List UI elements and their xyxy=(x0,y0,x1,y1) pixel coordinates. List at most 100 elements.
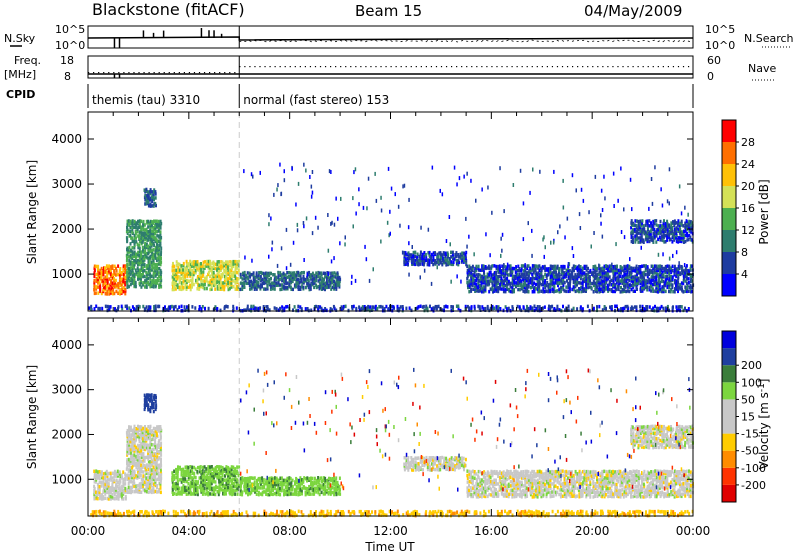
cell-2593 xyxy=(648,268,651,273)
cell-1004 xyxy=(225,279,228,283)
cell-74 xyxy=(106,496,109,501)
cell-99 xyxy=(109,268,112,273)
cell-2143 xyxy=(563,280,566,285)
cell-766 xyxy=(179,478,182,482)
cell-2346 xyxy=(603,287,606,291)
cell-3304 xyxy=(378,305,381,309)
cell-2556 xyxy=(641,279,644,284)
cell-1906 xyxy=(520,287,523,291)
cell-2467 xyxy=(624,283,627,288)
cell-812 xyxy=(189,271,192,275)
cell-1304 xyxy=(300,277,303,281)
nave-dot-74 xyxy=(461,66,463,68)
cell-831 xyxy=(189,469,192,473)
cell-175 xyxy=(124,264,127,268)
cell-2690 xyxy=(666,277,669,281)
power-ylabel: Slant Range [km] xyxy=(25,160,39,264)
cell-1325 xyxy=(307,278,310,283)
cell-2460 xyxy=(623,273,626,277)
nsearch-dot-25 xyxy=(365,40,368,43)
cell-1 xyxy=(93,494,96,499)
cell-2717 xyxy=(671,285,674,290)
cell-3254 xyxy=(315,304,317,309)
cell-2853 xyxy=(636,228,639,232)
cell-85 xyxy=(108,494,111,499)
cell-3257 xyxy=(317,305,320,309)
cell-1863 xyxy=(511,281,514,285)
cell-318 xyxy=(135,461,137,466)
cell-425 xyxy=(141,441,144,446)
cell-2421 xyxy=(616,271,619,275)
cell-3469 xyxy=(609,305,611,309)
cell-3587 xyxy=(571,173,574,178)
cell-174 xyxy=(124,266,126,271)
cell-183 xyxy=(126,270,128,274)
cell-193 xyxy=(126,246,129,250)
cell-635 xyxy=(158,456,161,460)
cell-2977 xyxy=(664,234,667,238)
cell-1897 xyxy=(518,287,521,292)
cell-1879 xyxy=(515,283,518,287)
cell-555 xyxy=(152,477,155,482)
cell-642 xyxy=(157,429,160,433)
cell-3160 xyxy=(168,305,170,309)
cell-3385 xyxy=(486,304,489,309)
cell-2554 xyxy=(641,283,644,287)
cell-2077 xyxy=(551,273,554,277)
cell-2237 xyxy=(582,279,584,284)
cell-1005 xyxy=(225,276,228,281)
cell-1288 xyxy=(297,283,300,287)
cell-25 xyxy=(97,270,100,275)
cell-3294 xyxy=(367,304,370,309)
cell-2856 xyxy=(636,219,639,223)
cell-1660 xyxy=(474,278,477,283)
cell-1856 xyxy=(509,269,512,273)
cell-2528 xyxy=(636,272,638,277)
cell-289 xyxy=(133,236,136,240)
cell-2438 xyxy=(619,279,622,283)
cell-50 xyxy=(102,281,105,285)
cell-3079 xyxy=(688,233,691,238)
cell-3729 xyxy=(552,240,555,245)
cell-310 xyxy=(135,223,137,228)
cell-3224 xyxy=(265,305,268,309)
cell-393 xyxy=(142,248,144,252)
cell-3657 xyxy=(297,181,300,186)
cell-340 xyxy=(139,258,141,262)
cell-3318 xyxy=(392,305,395,309)
cell-3381 xyxy=(482,307,485,311)
cell-3771 xyxy=(468,234,470,239)
cell-742 xyxy=(177,285,179,290)
cell-993 xyxy=(223,287,226,292)
cell-3287 xyxy=(361,305,364,309)
cell-353 xyxy=(138,490,141,494)
cell-2159 xyxy=(567,281,570,286)
cell-1686 xyxy=(477,264,480,269)
cell-983 xyxy=(221,287,224,291)
cell-2697 xyxy=(668,283,671,287)
cell-398 xyxy=(142,233,145,238)
cell-3168 xyxy=(178,305,181,309)
cell-690 xyxy=(151,199,154,204)
cell-1193 xyxy=(270,285,273,289)
cell-949 xyxy=(216,285,219,289)
cell-343 xyxy=(136,451,139,455)
cell-744 xyxy=(176,277,179,281)
cell-81 xyxy=(106,474,109,478)
cell-1340 xyxy=(311,273,314,277)
cell-499 xyxy=(149,227,152,232)
cell-384 xyxy=(140,481,143,486)
cell-3240 xyxy=(292,308,294,312)
cell-3683 xyxy=(380,208,383,213)
cell-1499 xyxy=(423,258,426,263)
cell-1924 xyxy=(522,264,525,268)
cell-87 xyxy=(108,488,110,493)
cell-2617 xyxy=(653,275,656,279)
cell-859 xyxy=(198,273,201,277)
cell-1972 xyxy=(531,272,534,277)
cell-736 xyxy=(174,274,177,279)
cell-3167 xyxy=(176,308,179,312)
cell-1807 xyxy=(500,273,503,277)
cell-244 xyxy=(129,457,132,462)
cell-972 xyxy=(220,287,223,291)
